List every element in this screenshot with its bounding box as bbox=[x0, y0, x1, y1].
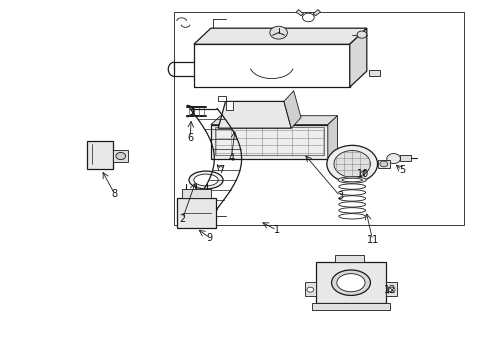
Bar bbox=[305, 282, 316, 296]
Circle shape bbox=[387, 154, 400, 163]
Text: 10: 10 bbox=[357, 168, 369, 179]
Text: 8: 8 bbox=[111, 189, 118, 199]
Bar bbox=[400, 155, 411, 161]
Text: 2: 2 bbox=[179, 213, 186, 224]
Bar bbox=[312, 302, 390, 310]
Bar bbox=[177, 198, 216, 228]
Ellipse shape bbox=[332, 270, 370, 296]
Circle shape bbox=[357, 31, 367, 38]
Text: 12: 12 bbox=[384, 285, 396, 295]
Polygon shape bbox=[114, 150, 128, 162]
Polygon shape bbox=[328, 116, 338, 158]
Text: 4: 4 bbox=[228, 153, 234, 163]
Circle shape bbox=[327, 145, 377, 183]
Bar bbox=[386, 282, 397, 296]
Polygon shape bbox=[296, 10, 303, 16]
Bar bbox=[211, 125, 328, 158]
Polygon shape bbox=[284, 91, 301, 128]
Polygon shape bbox=[350, 28, 367, 87]
Circle shape bbox=[270, 26, 288, 39]
Ellipse shape bbox=[342, 178, 363, 182]
Text: 1: 1 bbox=[273, 225, 280, 235]
Bar bbox=[182, 189, 211, 198]
Circle shape bbox=[116, 153, 125, 159]
Bar bbox=[174, 12, 464, 225]
Bar bbox=[316, 262, 386, 303]
Text: 11: 11 bbox=[367, 235, 379, 245]
Bar bbox=[335, 255, 365, 262]
Circle shape bbox=[307, 287, 314, 292]
Text: 7: 7 bbox=[219, 165, 225, 175]
Ellipse shape bbox=[338, 177, 367, 183]
Bar bbox=[377, 159, 390, 168]
Bar bbox=[215, 127, 324, 155]
Text: 9: 9 bbox=[207, 233, 213, 243]
Bar bbox=[87, 141, 114, 169]
Text: 6: 6 bbox=[187, 133, 193, 143]
Polygon shape bbox=[211, 116, 338, 125]
Bar bbox=[369, 70, 380, 76]
Polygon shape bbox=[313, 10, 320, 16]
Text: 3: 3 bbox=[337, 191, 343, 201]
Circle shape bbox=[334, 150, 370, 177]
Polygon shape bbox=[194, 28, 367, 44]
Ellipse shape bbox=[337, 274, 365, 292]
Ellipse shape bbox=[194, 174, 218, 186]
Ellipse shape bbox=[189, 171, 223, 189]
Circle shape bbox=[380, 161, 388, 167]
Polygon shape bbox=[218, 102, 291, 128]
Polygon shape bbox=[218, 96, 233, 111]
Text: 5: 5 bbox=[399, 165, 405, 175]
Circle shape bbox=[388, 287, 395, 292]
